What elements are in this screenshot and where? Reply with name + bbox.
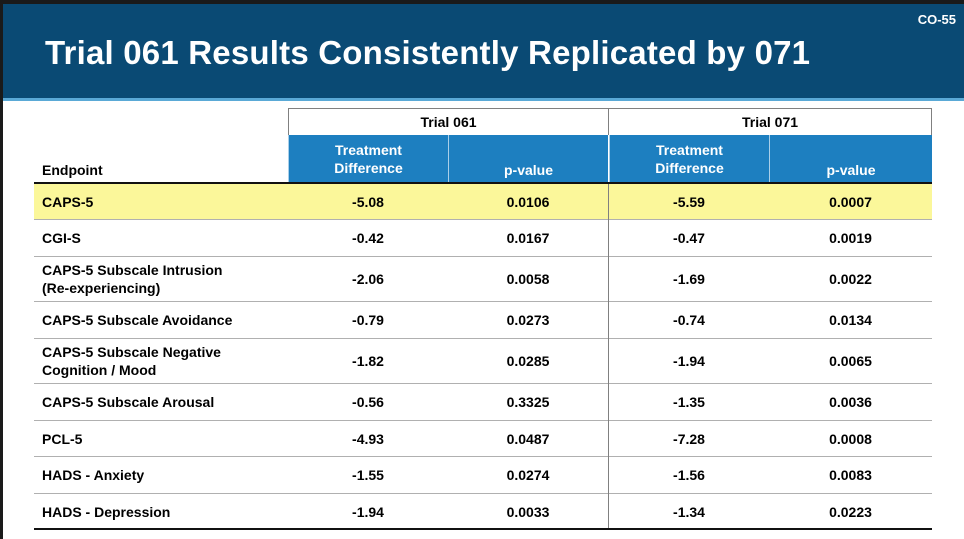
trial-061-diff-cell: -1.55 — [352, 467, 384, 483]
trial-061-p-cell: 0.0285 — [506, 353, 550, 369]
trial-071-treatment-difference-header: Treatment Difference — [609, 135, 769, 183]
trial-divider — [608, 184, 609, 530]
trial-071-diff-cell: -7.28 — [673, 430, 705, 447]
table-body: CAPS-5 -5.08 0.0106 -5.59 0.0007 CGI-S -… — [34, 184, 932, 530]
bottom-rule — [34, 528, 932, 530]
endpoint-cell: HADS - Depression — [42, 504, 171, 520]
header-rule — [34, 182, 932, 184]
trial-061-diff-cell: -4.93 — [352, 430, 384, 447]
trial-071-p-value-header: p-value — [769, 135, 932, 183]
trial-061-diff-cell: -1.94 — [352, 504, 384, 520]
group-header-trial-071: Trial 071 — [608, 108, 932, 135]
trial-061-p-cell: 0.0274 — [506, 467, 550, 483]
trial-061-diff-cell: -0.56 — [352, 394, 384, 410]
header-label: Treatment Difference — [655, 142, 724, 176]
endpoint-header-label: Endpoint — [42, 162, 103, 178]
trial-061-diff-cell: -2.06 — [352, 271, 384, 287]
trial-061-p-value-header: p-value — [448, 135, 608, 183]
window-frame-top — [0, 0, 964, 4]
table-column-header: Endpoint Treatment Difference p-value Tr… — [34, 135, 932, 183]
table-group-header: Trial 061 Trial 071 — [34, 108, 932, 136]
trial-071-p-cell: 0.0065 — [829, 353, 872, 369]
trial-071-p-cell: 0.0007 — [829, 193, 872, 210]
trial-071-p-cell: 0.0008 — [829, 430, 872, 447]
table-row: CAPS-5 Subscale Intrusion (Re-experienci… — [34, 257, 932, 302]
trial-061-diff-cell: -0.42 — [352, 230, 384, 246]
trial-061-diff-cell: -0.79 — [352, 312, 384, 328]
trial-071-diff-cell: -1.35 — [673, 394, 705, 410]
endpoint-cell: CAPS-5 Subscale Negative Cognition / Moo… — [42, 344, 221, 378]
table-row: CAPS-5 Subscale Arousal -0.56 0.3325 -1.… — [34, 384, 932, 421]
trial-061-p-cell: 0.0167 — [506, 230, 550, 246]
header-label: Treatment Difference — [334, 142, 403, 176]
trial-061-p-cell: 0.0033 — [506, 504, 550, 520]
endpoint-cell: CAPS-5 Subscale Intrusion (Re-experienci… — [42, 262, 223, 296]
trial-071-p-cell: 0.0134 — [829, 312, 872, 328]
slide-title: Trial 061 Results Consistently Replicate… — [45, 34, 811, 71]
endpoint-cell: CGI-S — [42, 230, 81, 246]
table-row: PCL-5 -4.93 0.0487 -7.28 0.0008 — [34, 421, 932, 457]
trial-071-p-cell: 0.0019 — [829, 230, 872, 246]
trial-071-p-cell: 0.0083 — [829, 467, 872, 483]
table-row: CAPS-5 Subscale Avoidance -0.79 0.0273 -… — [34, 302, 932, 339]
trial-071-p-cell: 0.0036 — [829, 394, 872, 410]
trial-071-diff-cell: -1.34 — [673, 504, 705, 520]
endpoint-cell: PCL-5 — [42, 430, 83, 447]
trial-061-p-cell: 0.0058 — [506, 271, 550, 287]
trial-071-diff-cell: -0.47 — [673, 230, 705, 246]
trial-071-diff-cell: -1.69 — [673, 271, 705, 287]
table-row: HADS - Depression -1.94 0.0033 -1.34 0.0… — [34, 494, 932, 530]
trial-071-diff-cell: -5.59 — [673, 193, 705, 210]
endpoint-column-header: Endpoint — [34, 135, 288, 183]
trial-071-diff-cell: -0.74 — [673, 312, 705, 328]
endpoint-cell: CAPS-5 Subscale Arousal — [42, 394, 215, 410]
trial-061-diff-cell: -5.08 — [352, 193, 384, 210]
header-label: p-value — [826, 162, 876, 178]
window-frame-left — [0, 0, 3, 539]
endpoint-cell: CAPS-5 — [42, 193, 94, 210]
trial-061-p-cell: 0.3325 — [506, 394, 550, 410]
title-banner: CO-55 Trial 061 Results Consistently Rep… — [3, 4, 964, 98]
slide-code: CO-55 — [917, 12, 956, 27]
trial-071-diff-cell: -1.94 — [673, 353, 705, 369]
table-row: HADS - Anxiety -1.55 0.0274 -1.56 0.0083 — [34, 457, 932, 494]
header-label: p-value — [503, 162, 553, 178]
table-row: CAPS-5 -5.08 0.0106 -5.59 0.0007 — [34, 184, 932, 220]
trial-061-p-cell: 0.0106 — [506, 193, 550, 210]
table-row: CGI-S -0.42 0.0167 -0.47 0.0019 — [34, 220, 932, 257]
table-row: CAPS-5 Subscale Negative Cognition / Moo… — [34, 339, 932, 384]
endpoint-cell: CAPS-5 Subscale Avoidance — [42, 312, 233, 328]
trial-061-diff-cell: -1.82 — [352, 353, 384, 369]
trial-061-p-cell: 0.0273 — [506, 312, 550, 328]
group-header-trial-061: Trial 061 — [288, 108, 609, 135]
trial-071-p-cell: 0.0223 — [829, 504, 872, 520]
endpoint-cell: HADS - Anxiety — [42, 467, 145, 483]
trial-061-p-cell: 0.0487 — [506, 430, 550, 447]
trial-071-p-cell: 0.0022 — [829, 271, 872, 287]
trial-071-diff-cell: -1.56 — [673, 467, 705, 483]
banner-accent-line — [3, 98, 964, 101]
trial-061-treatment-difference-header: Treatment Difference — [288, 135, 448, 183]
